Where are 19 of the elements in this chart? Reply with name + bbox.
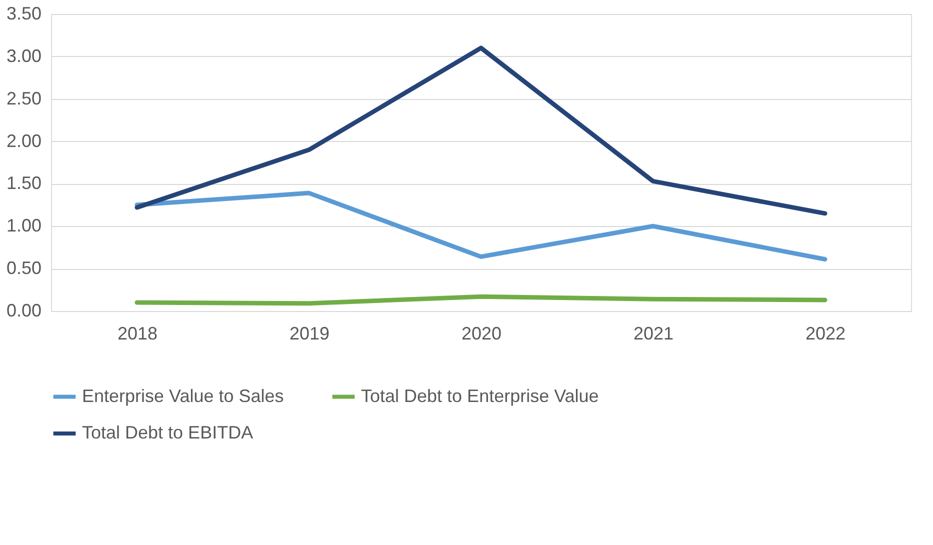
legend-label: Enterprise Value to Sales (82, 386, 284, 406)
legend-label: Total Debt to EBITDA (82, 422, 254, 442)
y-tick-label: 0.00 (6, 300, 42, 320)
x-tick-label: 2020 (461, 324, 502, 344)
line-series (134, 46, 828, 216)
legend-label: Total Debt to Enterprise Value (361, 386, 599, 406)
y-tick-label: 3.00 (6, 46, 42, 66)
y-tick-label: 1.50 (6, 173, 42, 194)
line-series (134, 294, 828, 306)
x-tick-label: 2022 (805, 324, 846, 344)
y-tick-label: 1.00 (6, 216, 42, 236)
line-series (134, 190, 828, 262)
y-tick-label: 2.50 (6, 88, 42, 108)
x-tick-label: 2019 (289, 324, 330, 344)
y-tick-label: 2.00 (6, 130, 42, 151)
y-tick-label: 3.50 (6, 4, 42, 24)
x-tick-label: 2018 (117, 324, 158, 344)
x-tick-label: 2021 (633, 324, 674, 344)
y-tick-label: 0.50 (6, 258, 42, 278)
